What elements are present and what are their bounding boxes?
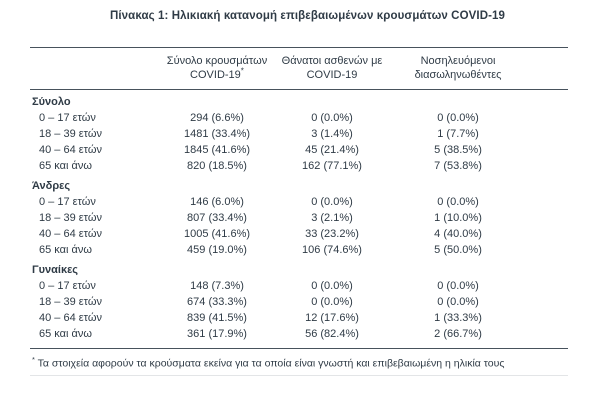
table-row: 65 και άνω 361 (17.9%) 56 (82.4%) 2 (66.7%) (30, 326, 568, 348)
age-label-cell: 18 – 39 ετών (39, 212, 102, 224)
age-label-cell: 65 και άνω (39, 328, 92, 340)
table-row: 65 και άνω 459 (19.0%) 106 (74.6%) 5 (50.0%… (30, 242, 568, 258)
age-label-cell: 18 – 39 ετών (39, 128, 102, 140)
footnote-asterisk: * (32, 355, 35, 364)
cases-cell: 839 (41.5%) (187, 312, 247, 324)
col-header-total-cases-line2: COVID-19 (190, 68, 241, 81)
deaths-cell: 0 (0.0%) (311, 280, 353, 292)
intubated-cell: 7 (53.8%) (434, 160, 482, 172)
col-header-intubated: Νοσηλευόμενοι διασωληνωθέντες (415, 55, 502, 82)
table-row: 40 – 64 ετών 1845 (41.6%) 45 (21.4%) 5 (38.… (30, 142, 568, 158)
age-label-cell: 18 – 39 ετών (39, 296, 102, 308)
table-row: 0 – 17 ετών 146 (6.0%) 0 (0.0%) 0 (0.0%) (30, 194, 568, 210)
table-row: 0 – 17 ετών 148 (7.3%) 0 (0.0%) 0 (0.0%) (30, 278, 568, 294)
col-header-deaths: Θάνατοι ασθενών με COVID-19 (282, 55, 383, 82)
cases-cell: 820 (18.5%) (187, 160, 247, 172)
deaths-cell: 106 (74.6%) (302, 244, 362, 256)
intubated-cell: 0 (0.0%) (437, 196, 479, 208)
col-header-total-cases: Σύνολο κρουσμάτων COVID-19* (167, 55, 267, 82)
col-header-intubated-line1: Νοσηλευόμενοι (420, 55, 496, 67)
table-row: 18 – 39 ετών 674 (33.3%) 0 (0.0%) 0 (0.0%) (30, 294, 568, 310)
intubated-cell: 1 (7.7%) (437, 128, 479, 140)
age-label-cell: 40 – 64 ετών (39, 228, 102, 240)
deaths-cell: 0 (0.0%) (311, 296, 353, 308)
deaths-cell: 162 (77.1%) (302, 160, 362, 172)
cases-cell: 1005 (41.6%) (183, 228, 251, 240)
deaths-cell: 3 (1.4%) (311, 128, 353, 140)
deaths-cell: 45 (21.4%) (305, 144, 359, 156)
intubated-cell: 0 (0.0%) (437, 280, 479, 292)
age-label-cell: 40 – 64 ετών (39, 144, 102, 156)
deaths-cell: 0 (0.0%) (311, 196, 353, 208)
age-label-cell: 40 – 64 ετών (39, 312, 102, 324)
table-header-row: Σύνολο κρουσμάτων COVID-19* Θάνατοι ασθε… (30, 47, 568, 90)
cases-cell: 1481 (33.4%) (183, 128, 251, 140)
deaths-cell: 12 (17.6%) (305, 312, 359, 324)
intubated-cell: 1 (10.0%) (434, 212, 482, 224)
cases-cell: 148 (7.3%) (190, 280, 244, 292)
section-row: Σύνολο (30, 90, 568, 110)
age-label-cell: 65 και άνω (39, 160, 92, 172)
age-label-cell: 0 – 17 ετών (39, 112, 96, 124)
footnote-asterisk-ref: * (240, 65, 244, 75)
cases-cell: 674 (33.3%) (187, 296, 247, 308)
col-header-total-cases-line1: Σύνολο κρουσμάτων (166, 55, 268, 67)
intubated-cell: 5 (38.5%) (434, 144, 482, 156)
cases-cell: 807 (33.4%) (187, 212, 247, 224)
intubated-cell: 2 (66.7%) (434, 328, 482, 340)
table-row: 40 – 64 ετών 1005 (41.6%) 33 (23.2%) 4 (40.… (30, 226, 568, 242)
cases-cell: 1845 (41.6%) (183, 144, 251, 156)
col-header-deaths-line1: Θάνατοι ασθενών με (281, 55, 383, 67)
table-row: 40 – 64 ετών 839 (41.5%) 12 (17.6%) 1 (33.3… (30, 310, 568, 326)
table-title: Πίνακας 1: Ηλικιακή κατανομή επιβεβαιωμέ… (109, 10, 506, 22)
table-body: Σύνολο 0 – 17 ετών 294 (6.6%) 0 (0.0%) 0 (0.… (30, 90, 568, 348)
deaths-cell: 0 (0.0%) (311, 112, 353, 124)
age-label-cell: 0 – 17 ετών (39, 196, 96, 208)
covid-age-table: Σύνολο κρουσμάτων COVID-19* Θάνατοι ασθε… (30, 47, 568, 376)
footnote: * Τα στοιχεία αφορούν τα κρούσματα εκείν… (30, 348, 568, 376)
section-header: Άνδρες (32, 180, 71, 192)
cases-cell: 146 (6.0%) (190, 196, 244, 208)
intubated-cell: 0 (0.0%) (437, 296, 479, 308)
deaths-cell: 56 (82.4%) (305, 328, 359, 340)
col-header-intubated-line2: διασωληνωθέντες (414, 68, 502, 81)
intubated-cell: 1 (33.3%) (434, 312, 482, 324)
deaths-cell: 33 (23.2%) (305, 228, 359, 240)
cases-cell: 361 (17.9%) (187, 328, 247, 340)
intubated-cell: 4 (40.0%) (434, 228, 482, 240)
cases-cell: 459 (19.0%) (187, 244, 247, 256)
table-row: 0 – 17 ετών 294 (6.6%) 0 (0.0%) 0 (0.0%) (30, 110, 568, 126)
section-header: Σύνολο (32, 96, 71, 108)
age-label-cell: 0 – 17 ετών (39, 280, 96, 292)
section-row: Άνδρες (30, 174, 568, 194)
intubated-cell: 5 (50.0%) (434, 244, 482, 256)
cases-cell: 294 (6.6%) (190, 112, 244, 124)
table-row: 18 – 39 ετών 1481 (33.4%) 3 (1.4%) 1 (7.7%) (30, 126, 568, 142)
table-row: 18 – 39 ετών 807 (33.4%) 3 (2.1%) 1 (10.0%) (30, 210, 568, 226)
col-header-deaths-line2: COVID-19 (306, 68, 358, 81)
age-label-cell: 65 και άνω (39, 244, 92, 256)
table-row: 65 και άνω 820 (18.5%) 162 (77.1%) 7 (53.8%… (30, 158, 568, 174)
deaths-cell: 3 (2.1%) (311, 212, 353, 224)
section-header: Γυναίκες (32, 264, 79, 276)
intubated-cell: 0 (0.0%) (437, 112, 479, 124)
footnote-text: Τα στοιχεία αφορούν τα κρούσματα εκείνα … (37, 357, 505, 370)
section-row: Γυναίκες (30, 258, 568, 278)
